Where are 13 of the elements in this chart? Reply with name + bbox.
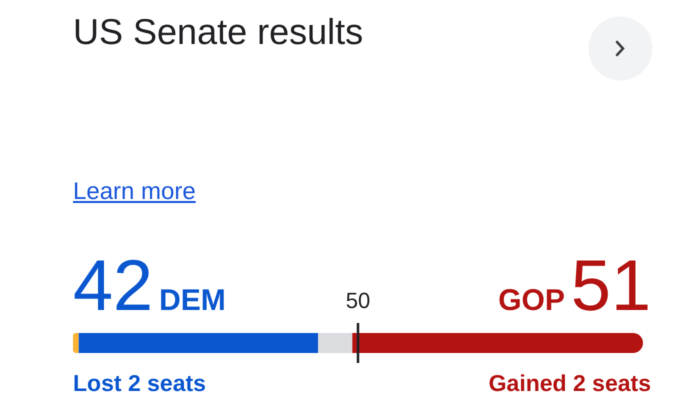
text: Learn more (73, 178, 196, 206)
series-label: DEM (159, 284, 226, 318)
chart-title: US Senate results (73, 10, 364, 54)
bar (73, 333, 79, 353)
data-label: 51 (570, 246, 651, 326)
bar (352, 333, 643, 353)
series-label: GOP (498, 284, 565, 318)
data-label: 42 (73, 246, 154, 326)
ref-line-label: 50 (344, 288, 372, 314)
text: Gained 2 seats (488, 370, 651, 397)
text: Lost 2 seats (73, 370, 206, 397)
bar (78, 333, 318, 353)
bar (318, 333, 352, 353)
